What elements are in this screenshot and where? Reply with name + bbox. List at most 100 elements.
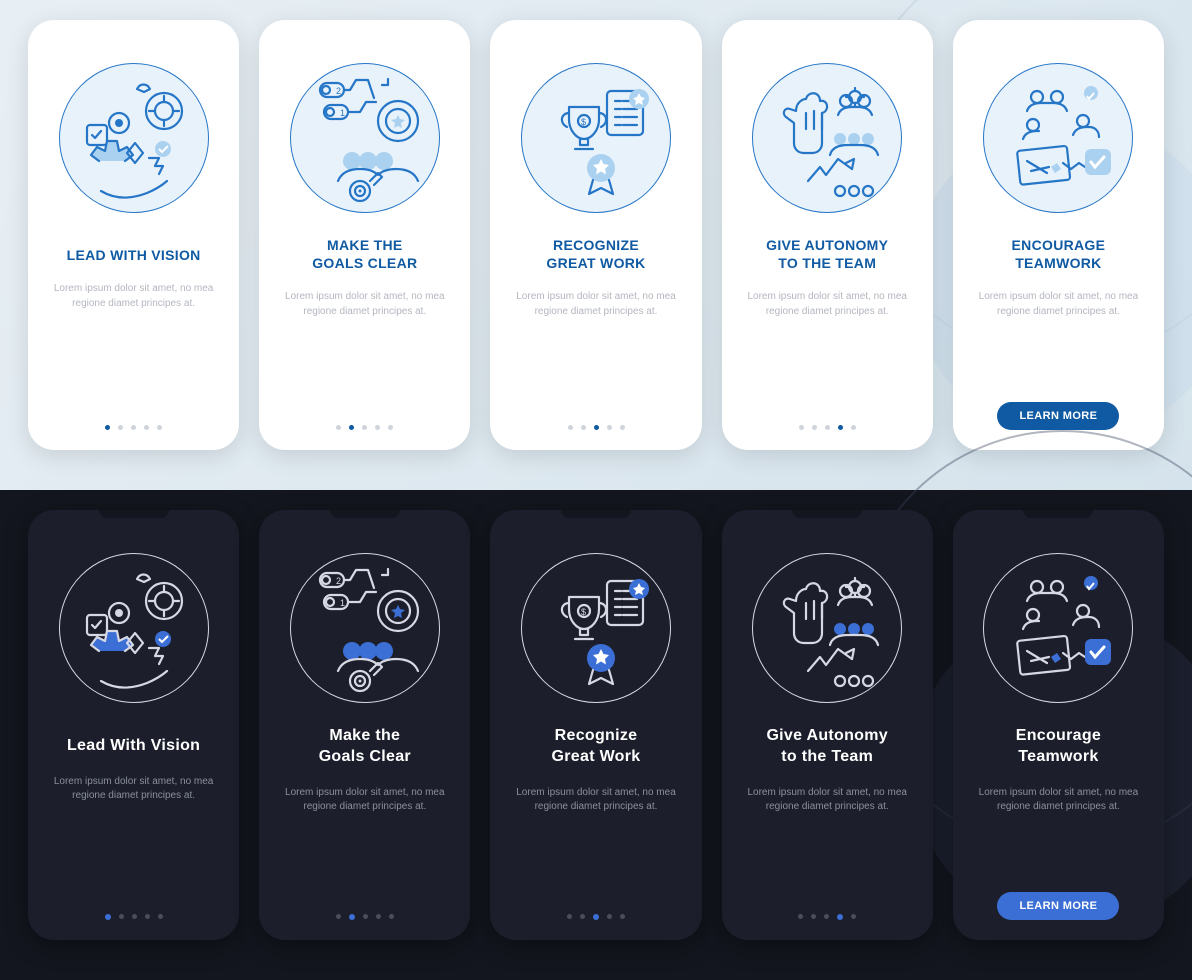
goals-icon: 1 2 [285, 548, 445, 708]
dark-section: Lead With Vision Lorem ipsum dolor sit am… [0, 490, 1192, 980]
dot-0[interactable] [336, 425, 341, 430]
screen-description: Lorem ipsum dolor sit amet, no mea regio… [732, 786, 923, 815]
dot-3[interactable] [376, 914, 381, 919]
svg-text:1: 1 [340, 108, 345, 118]
pagination-dots [568, 425, 625, 430]
dot-4[interactable] [851, 425, 856, 430]
screen-title: Give Autonomy to the Team [766, 726, 888, 768]
phone-notch [792, 510, 862, 518]
dot-3[interactable] [144, 425, 149, 430]
dot-0[interactable] [567, 914, 572, 919]
dot-2[interactable] [825, 425, 830, 430]
dot-1[interactable] [812, 425, 817, 430]
screen-title: MAKE THE GOALS CLEAR [312, 236, 417, 272]
dot-3[interactable] [607, 914, 612, 919]
dot-2[interactable] [132, 914, 137, 919]
screen-description: Lorem ipsum dolor sit amet, no mea regio… [500, 786, 691, 815]
onboarding-phone-2: $ Recognize Great Work Lorem ipsum dolor … [490, 510, 701, 940]
svg-text:$: $ [581, 117, 586, 127]
dot-3[interactable] [837, 914, 843, 920]
pagination-dots [105, 425, 162, 430]
screen-description: Lorem ipsum dolor sit amet, no mea regio… [963, 786, 1154, 815]
dot-1[interactable] [349, 914, 355, 920]
onboarding-phone-2: $ RECOGNIZE GREAT WORK Lorem ipsum dolor … [490, 20, 701, 450]
dot-0[interactable] [105, 914, 111, 920]
light-section: LEAD WITH VISION Lorem ipsum dolor sit am… [0, 0, 1192, 490]
screen-title: GIVE AUTONOMY TO THE TEAM [766, 236, 888, 272]
learn-more-button[interactable]: LEARN MORE [997, 892, 1119, 920]
dot-1[interactable] [580, 914, 585, 919]
dot-4[interactable] [157, 425, 162, 430]
dot-2[interactable] [593, 914, 599, 920]
phone-notch [99, 20, 169, 28]
autonomy-icon [747, 548, 907, 708]
dot-2[interactable] [362, 425, 367, 430]
vision-icon [54, 58, 214, 218]
dot-1[interactable] [349, 425, 354, 430]
dot-1[interactable] [119, 914, 124, 919]
onboarding-phone-0: Lead With Vision Lorem ipsum dolor sit am… [28, 510, 239, 940]
learn-more-button[interactable]: LEARN MORE [997, 402, 1119, 430]
dot-3[interactable] [375, 425, 380, 430]
onboarding-phone-4: Encourage TeamworkLorem ipsum dolor sit … [953, 510, 1164, 940]
dot-4[interactable] [620, 914, 625, 919]
screen-description: Lorem ipsum dolor sit amet, no mea regio… [963, 290, 1154, 319]
phone-notch [1023, 20, 1093, 28]
pagination-dots [567, 914, 625, 920]
screen-title: ENCOURAGE TEAMWORK [1012, 236, 1106, 272]
dot-2[interactable] [131, 425, 136, 430]
goals-icon: 1 2 [285, 58, 445, 218]
screen-description: Lorem ipsum dolor sit amet, no mea regio… [732, 290, 923, 319]
pagination-dots [336, 425, 393, 430]
dot-0[interactable] [799, 425, 804, 430]
svg-text:$: $ [581, 607, 586, 617]
dot-2[interactable] [594, 425, 599, 430]
dot-4[interactable] [620, 425, 625, 430]
dot-1[interactable] [581, 425, 586, 430]
dot-4[interactable] [388, 425, 393, 430]
dot-3[interactable] [145, 914, 150, 919]
dot-4[interactable] [389, 914, 394, 919]
screen-description: Lorem ipsum dolor sit amet, no mea regio… [38, 282, 229, 311]
dot-0[interactable] [105, 425, 110, 430]
dot-0[interactable] [568, 425, 573, 430]
dot-0[interactable] [798, 914, 803, 919]
dot-4[interactable] [158, 914, 163, 919]
onboarding-phone-0: LEAD WITH VISION Lorem ipsum dolor sit am… [28, 20, 239, 450]
phone-notch [792, 20, 862, 28]
screen-description: Lorem ipsum dolor sit amet, no mea regio… [269, 786, 460, 815]
onboarding-phone-1: 1 2 Make the Goals Clear Lorem ipsum dolo… [259, 510, 470, 940]
screen-title: RECOGNIZE GREAT WORK [546, 236, 645, 272]
onboarding-phone-3: Give Autonomy to the Team Lorem ipsum dol… [722, 510, 933, 940]
pagination-dots [798, 914, 856, 920]
screen-title: Lead With Vision [67, 736, 200, 757]
dot-0[interactable] [336, 914, 341, 919]
screen-title: LEAD WITH VISION [67, 246, 201, 264]
screen-title: Make the Goals Clear [319, 726, 411, 768]
dot-2[interactable] [824, 914, 829, 919]
screen-description: Lorem ipsum dolor sit amet, no mea regio… [269, 290, 460, 319]
phone-notch [330, 20, 400, 28]
vision-icon [54, 548, 214, 708]
teamwork-icon [978, 58, 1138, 218]
pagination-dots [105, 914, 163, 920]
screen-description: Lorem ipsum dolor sit amet, no mea regio… [500, 290, 691, 319]
recognize-icon: $ [516, 58, 676, 218]
dot-4[interactable] [851, 914, 856, 919]
teamwork-icon [978, 548, 1138, 708]
svg-text:2: 2 [336, 86, 341, 96]
dot-3[interactable] [838, 425, 843, 430]
phone-notch [561, 20, 631, 28]
dot-3[interactable] [607, 425, 612, 430]
screen-title: Recognize Great Work [552, 726, 641, 768]
screen-description: Lorem ipsum dolor sit amet, no mea regio… [38, 775, 229, 804]
dot-1[interactable] [811, 914, 816, 919]
svg-text:2: 2 [336, 576, 341, 586]
dot-2[interactable] [363, 914, 368, 919]
svg-text:1: 1 [340, 598, 345, 608]
dot-1[interactable] [118, 425, 123, 430]
recognize-icon: $ [516, 548, 676, 708]
autonomy-icon [747, 58, 907, 218]
onboarding-phone-1: 1 2 MAKE THE GOALS CLEAR Lorem ipsum dolo… [259, 20, 470, 450]
pagination-dots [799, 425, 856, 430]
